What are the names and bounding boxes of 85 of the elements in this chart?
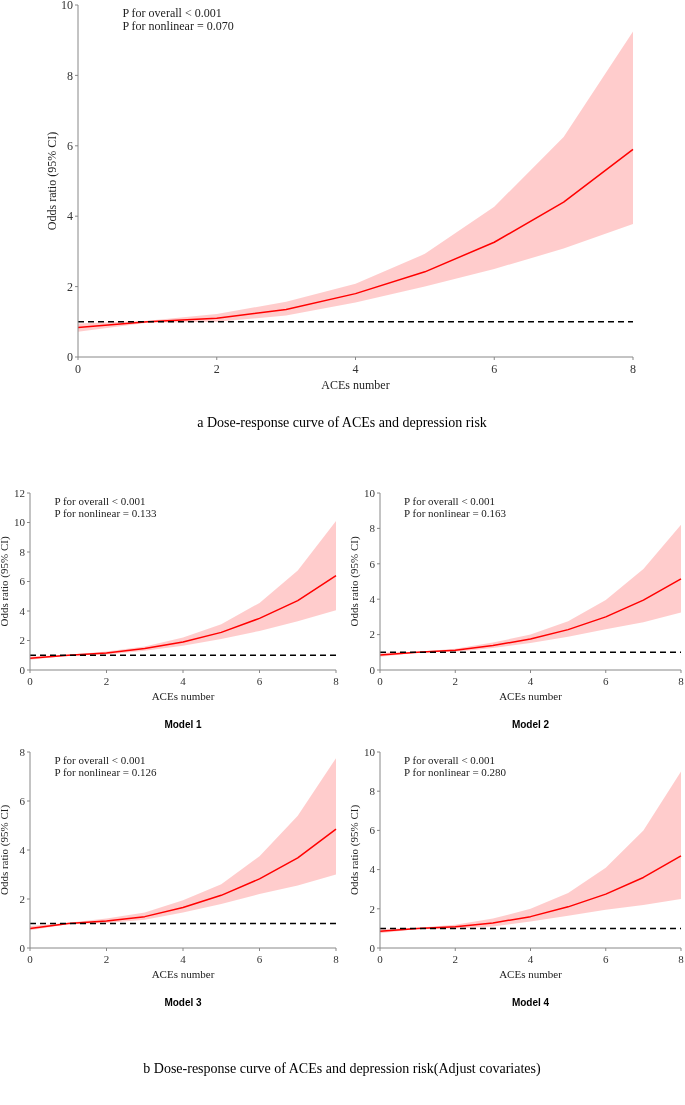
text: Model 1	[164, 719, 203, 730]
y-tick-label: 4	[369, 593, 376, 606]
y-tick-label: 2	[19, 634, 25, 647]
x-tick-label: 0	[377, 675, 384, 687]
annotation: P for nonlinear = 0.133	[54, 507, 158, 519]
y-axis-title: Odds ratio (95% CI)	[348, 804, 361, 896]
y-tick-label: 0	[19, 941, 26, 954]
annotation: P for nonlinear = 0.163	[404, 507, 507, 519]
x-tick-label: 0	[27, 953, 34, 965]
x-tick-label: 4	[527, 953, 534, 965]
line-series	[29, 828, 337, 930]
y-axis-title: Odds ratio (95% CI)	[45, 131, 59, 231]
x-tick-label: 8	[678, 953, 685, 965]
x-tick-label: 8	[333, 953, 340, 965]
annotation: P for overall < 0.001	[404, 495, 496, 507]
x-axis-title: ACEs number	[321, 378, 390, 392]
x-tick-label: 6	[256, 953, 263, 965]
line-series	[29, 574, 337, 659]
x-tick-label: 2	[452, 953, 458, 965]
annotation: P for overall < 0.001	[404, 754, 496, 766]
y-tick-label: 8	[369, 785, 376, 798]
annotation: P for overall < 0.001	[54, 754, 146, 766]
y-tick-label: 2	[67, 279, 73, 294]
x-tick-label: 4	[180, 953, 187, 965]
x-tick-label: 8	[678, 675, 685, 687]
y-tick-label: 6	[67, 139, 73, 153]
y-tick-label: 8	[19, 545, 26, 558]
y-tick-label: 4	[19, 604, 26, 617]
x-tick-label: 6	[491, 362, 498, 376]
x-tick-label: 4	[527, 675, 534, 687]
text: Model 2	[511, 719, 550, 730]
line-series	[77, 148, 634, 329]
text: b Dose-response curve of ACEs and depression risk(Adjust covariates)	[143, 1061, 541, 1077]
x-tick-label: 2	[213, 362, 220, 376]
line-series	[379, 855, 682, 933]
y-tick-label: 0	[369, 941, 376, 954]
y-tick-label: 0	[67, 350, 73, 365]
y-tick-label: 6	[369, 557, 376, 570]
x-tick-label: 6	[603, 953, 609, 965]
y-axis-title: Odds ratio (95% CI)	[0, 804, 11, 896]
x-tick-label: 2	[452, 675, 458, 687]
x-tick-label: 8	[333, 675, 340, 687]
x-tick-label: 6	[256, 675, 263, 687]
y-axis-title: Odds ratio (95% CI)	[0, 536, 11, 627]
text: Model 4	[511, 997, 550, 1008]
y-tick-label: 0	[369, 663, 376, 676]
y-tick-label: 4	[369, 863, 376, 876]
x-tick-label: 0	[377, 953, 384, 965]
annotation: P for overall < 0.001	[122, 6, 222, 20]
y-tick-label: 10	[61, 0, 73, 13]
y-tick-label: 2	[19, 892, 25, 905]
annotation: P for nonlinear = 0.280	[404, 766, 507, 778]
annotation: P for nonlinear = 0.070	[122, 19, 234, 33]
y-tick-label: 8	[369, 522, 376, 535]
y-tick-label: 12	[14, 486, 25, 499]
x-tick-label: 4	[352, 362, 359, 376]
y-tick-label: 10	[14, 516, 26, 529]
y-tick-label: 10	[364, 486, 376, 499]
x-tick-label: 2	[103, 953, 110, 965]
y-tick-label: 6	[369, 824, 376, 837]
x-axis-title: ACEs number	[499, 968, 563, 980]
y-tick-label: 8	[19, 745, 26, 758]
x-tick-label: 4	[180, 675, 187, 687]
x-tick-label: 8	[630, 362, 636, 376]
text: Model 3	[164, 997, 203, 1008]
x-axis-title: ACEs number	[499, 690, 563, 702]
x-tick-label: 2	[103, 675, 110, 687]
line-series	[379, 578, 682, 656]
y-tick-label: 6	[19, 794, 26, 807]
x-axis-title: ACEs number	[151, 690, 215, 702]
text: a Dose-response curve of ACEs and depression risk	[197, 415, 487, 430]
y-tick-label: 4	[67, 209, 73, 224]
x-tick-label: 0	[27, 675, 34, 687]
y-tick-label: 6	[19, 575, 26, 588]
y-tick-label: 4	[19, 843, 26, 856]
annotation: P for overall < 0.001	[54, 495, 146, 507]
y-axis-title: Odds ratio (95% CI)	[348, 536, 361, 627]
y-tick-label: 8	[67, 68, 73, 83]
y-tick-label: 2	[369, 628, 375, 641]
y-tick-label: 0	[19, 663, 26, 676]
x-tick-label: 6	[603, 675, 609, 687]
y-tick-label: 2	[369, 902, 375, 915]
annotation: P for nonlinear = 0.126	[54, 766, 158, 778]
y-tick-label: 10	[364, 745, 376, 758]
x-axis-title: ACEs number	[151, 968, 215, 980]
